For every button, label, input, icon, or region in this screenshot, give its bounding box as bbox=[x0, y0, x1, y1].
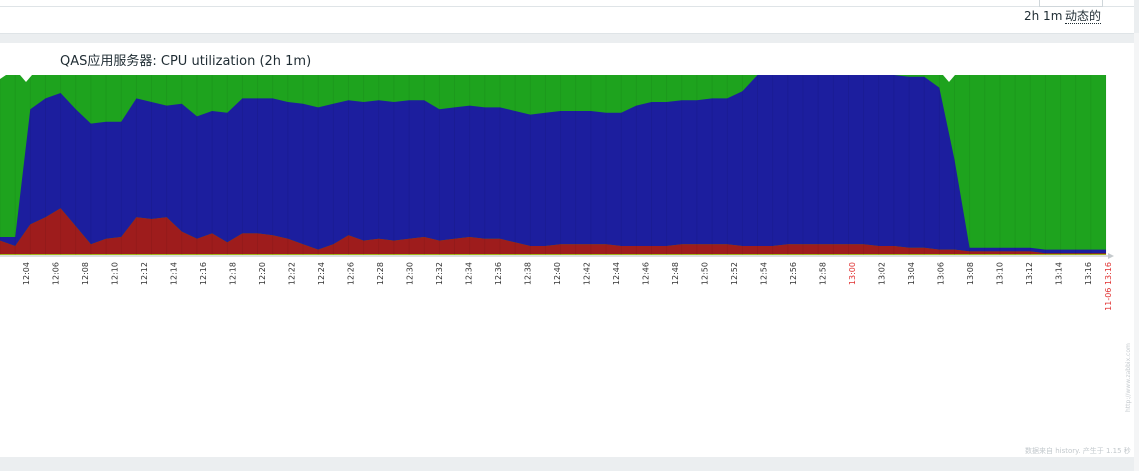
x-tick-label: 12:20 bbox=[258, 262, 267, 285]
x-tick-label: 11-06 13:16 bbox=[1104, 262, 1113, 311]
chart-title: QAS应用服务器: CPU utilization (2h 1m) bbox=[60, 53, 311, 69]
x-tick-label: 12:38 bbox=[524, 262, 533, 285]
x-tick-label: 13:02 bbox=[878, 262, 887, 285]
x-tick-label: 12:06 bbox=[52, 262, 61, 285]
zabbix-watermark: http://www.zabbix.com bbox=[1125, 343, 1132, 412]
x-tick-label: 12:44 bbox=[612, 262, 621, 285]
x-tick-label: 13:04 bbox=[907, 262, 916, 285]
series-system-area bbox=[0, 208, 1106, 255]
x-tick-label: 12:08 bbox=[81, 262, 90, 285]
period-label: 2h 1m bbox=[1024, 9, 1063, 23]
top-divider bbox=[0, 6, 1134, 7]
x-tick-label: 12:58 bbox=[819, 262, 828, 285]
x-tick-label: 12:32 bbox=[435, 262, 444, 285]
x-tick-label: 12:26 bbox=[347, 262, 356, 285]
x-tick-label: 12:36 bbox=[494, 262, 503, 285]
top-panel: 2h 1m 动态的 bbox=[0, 0, 1134, 34]
period-selector-box[interactable] bbox=[1039, 0, 1103, 7]
x-tick-label: 13:12 bbox=[1025, 262, 1034, 285]
x-tick-label: 13:16 bbox=[1084, 262, 1093, 285]
grid-lines bbox=[0, 75, 1107, 255]
x-tick-label: 12:52 bbox=[730, 262, 739, 285]
x-tick-label: 12:54 bbox=[760, 262, 769, 285]
x-tick-label: 13:14 bbox=[1055, 262, 1064, 285]
series-user-area bbox=[0, 75, 1106, 254]
series-iowait-area bbox=[0, 254, 1106, 255]
time-marker bbox=[0, 75, 6, 79]
x-tick-label: 12:40 bbox=[553, 262, 562, 285]
x-tick-label: 12:14 bbox=[170, 262, 179, 285]
x-tick-label: 12:18 bbox=[229, 262, 238, 285]
x-tick-label: 12:50 bbox=[701, 262, 710, 285]
dynamic-period-link[interactable]: 动态的 bbox=[1065, 9, 1102, 24]
x-tick-label: 12:56 bbox=[789, 262, 798, 285]
x-tick-label: 12:46 bbox=[642, 262, 651, 285]
x-tick-label: 13:00 bbox=[848, 262, 857, 285]
x-tick-label: 13:06 bbox=[937, 262, 946, 285]
x-tick-label: 12:28 bbox=[376, 262, 385, 285]
scroll-edge bbox=[1134, 33, 1139, 471]
x-tick-label: 13:10 bbox=[996, 262, 1005, 285]
x-tick-label: 12:22 bbox=[288, 262, 297, 285]
x-tick-label: 12:10 bbox=[111, 262, 120, 285]
time-marker bbox=[20, 75, 32, 82]
footer-note: 数据来自 history. 产生于 1.15 秒 bbox=[1025, 447, 1131, 455]
x-tick-label: 12:30 bbox=[406, 262, 415, 285]
x-axis-arrow bbox=[1108, 253, 1114, 259]
x-tick-label: 13:08 bbox=[966, 262, 975, 285]
x-tick-label: 12:04 bbox=[22, 262, 31, 285]
x-tick-label: 12:42 bbox=[583, 262, 592, 285]
time-marker bbox=[943, 75, 955, 82]
x-tick-label: 12:24 bbox=[317, 262, 326, 285]
x-tick-label: 12:12 bbox=[140, 262, 149, 285]
x-tick-label: 12:34 bbox=[465, 262, 474, 285]
x-tick-label: 12:48 bbox=[671, 262, 680, 285]
x-tick-label: 12:16 bbox=[199, 262, 208, 285]
